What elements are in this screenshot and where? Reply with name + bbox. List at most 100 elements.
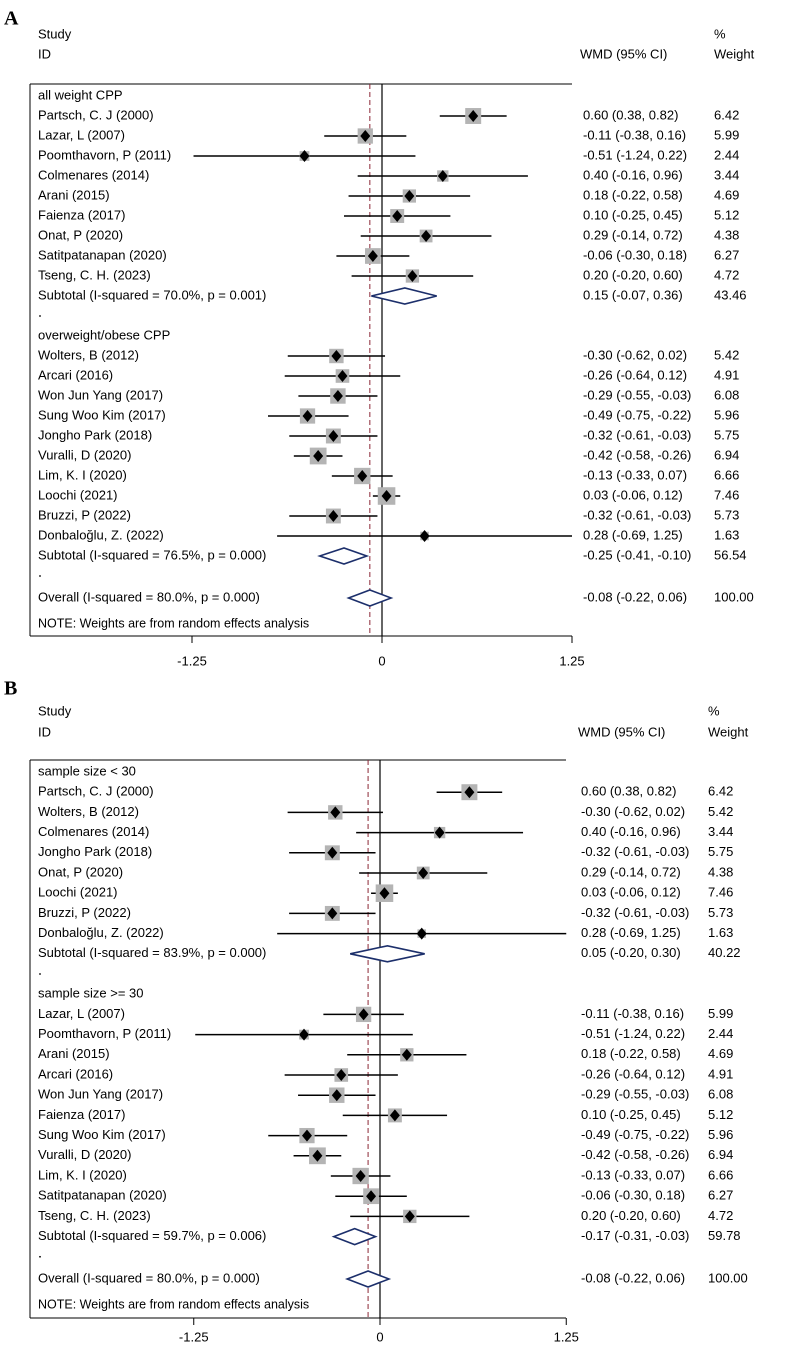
point-estimate (360, 130, 371, 142)
header-pct: % (714, 26, 726, 41)
point-estimate (328, 430, 339, 442)
study-name: Jongho Park (2018) (38, 844, 152, 859)
header-effect: WMD (95% CI) (578, 724, 665, 739)
effect-ci: -0.11 (-0.38, 0.16) (581, 1006, 684, 1021)
effect-ci: 0.40 (-0.16, 0.96) (583, 167, 683, 182)
x-tick-label: 0 (378, 653, 385, 668)
header-study: Study (38, 703, 72, 718)
subtotal-weight: 56.54 (714, 547, 747, 562)
effect-ci: -0.32 (-0.61, -0.03) (583, 427, 691, 442)
study-name: Faienza (2017) (38, 207, 125, 222)
point-estimate (437, 170, 448, 182)
effect-ci: -0.51 (-1.24, 0.22) (583, 147, 687, 162)
point-estimate (419, 530, 430, 542)
study-weight: 1.63 (708, 925, 733, 940)
effect-ci: -0.13 (-0.33, 0.07) (583, 467, 687, 482)
effect-ci: -0.51 (-1.24, 0.22) (581, 1026, 685, 1041)
study-weight: 2.44 (708, 1026, 733, 1041)
point-estimate (301, 1129, 312, 1142)
study-weight: 5.12 (708, 1107, 733, 1122)
effect-ci: 0.10 (-0.25, 0.45) (581, 1107, 681, 1122)
study-weight: 6.42 (708, 784, 733, 799)
subtotal-diamond (371, 287, 437, 305)
study-name: Wolters, B (2012) (38, 804, 139, 819)
study-name: Onat, P (2020) (38, 227, 123, 242)
group-label: sample size < 30 (38, 763, 136, 778)
spacer-dot (39, 315, 41, 317)
x-tick-label: 1.25 (554, 1329, 579, 1344)
point-estimate (381, 490, 392, 502)
study-name: Bruzzi, P (2022) (38, 507, 131, 522)
study-name: Partsch, C. J (2000) (38, 107, 154, 122)
study-weight: 4.69 (708, 1046, 733, 1061)
point-estimate (299, 1028, 310, 1041)
subtotal-weight: 59.78 (708, 1228, 741, 1243)
effect-ci: 0.18 (-0.22, 0.58) (583, 187, 683, 202)
header-effect: WMD (95% CI) (580, 46, 667, 61)
study-weight: 4.91 (708, 1066, 733, 1081)
study-weight: 6.08 (708, 1087, 733, 1102)
study-weight: 2.44 (714, 147, 739, 162)
study-name: Won Jun Yang (2017) (38, 1087, 163, 1102)
study-weight: 5.99 (714, 127, 739, 142)
study-name: Lazar, L (2007) (38, 1006, 125, 1021)
study-weight: 6.27 (714, 247, 739, 262)
effect-ci: -0.13 (-0.33, 0.07) (581, 1167, 685, 1182)
point-estimate (404, 1210, 415, 1223)
effect-ci: -0.42 (-0.58, -0.26) (583, 447, 691, 462)
study-weight: 6.94 (708, 1147, 733, 1162)
study-name: Sung Woo Kim (2017) (38, 407, 166, 422)
study-name: Arani (2015) (38, 187, 110, 202)
effect-ci: 0.29 (-0.14, 0.72) (581, 864, 681, 879)
effect-ci: 0.20 (-0.20, 0.60) (583, 267, 683, 282)
study-weight: 6.66 (708, 1167, 733, 1182)
spacer-dot (39, 973, 41, 975)
overall-weight: 100.00 (714, 589, 754, 604)
point-estimate (337, 370, 348, 382)
header-id: ID (38, 46, 51, 61)
study-name: Donbaloğlu, Z. (2022) (38, 925, 164, 940)
study-name: Satitpatanapan (2020) (38, 247, 167, 262)
study-name: Jongho Park (2018) (38, 427, 152, 442)
x-tick-label: -1.25 (177, 653, 207, 668)
spacer-dot (39, 575, 41, 577)
subtotal-diamond (317, 547, 370, 565)
header-id: ID (38, 724, 51, 739)
effect-ci: -0.32 (-0.61, -0.03) (581, 844, 689, 859)
point-estimate (331, 1089, 342, 1102)
effect-ci: 0.60 (0.38, 0.82) (583, 107, 678, 122)
study-name: Vuralli, D (2020) (38, 1147, 131, 1162)
study-name: Lim, K. I (2020) (38, 1167, 127, 1182)
overall-diamond (344, 1270, 392, 1288)
point-estimate (327, 846, 338, 859)
study-name: Donbaloğlu, Z. (2022) (38, 527, 164, 542)
effect-ci: 0.28 (-0.69, 1.25) (583, 527, 683, 542)
point-estimate (358, 1008, 369, 1021)
point-estimate (366, 1190, 377, 1203)
study-name: Vuralli, D (2020) (38, 447, 131, 462)
study-weight: 5.75 (714, 427, 739, 442)
x-tick-label: -1.25 (179, 1329, 209, 1344)
effect-ci: 0.10 (-0.25, 0.45) (583, 207, 683, 222)
study-name: Satitpatanapan (2020) (38, 1188, 167, 1203)
subtotal-label: Subtotal (I-squared = 70.0%, p = 0.001) (38, 287, 266, 302)
study-name: Faienza (2017) (38, 1107, 125, 1122)
study-weight: 5.42 (708, 804, 733, 819)
panel-label: B (4, 678, 17, 700)
subtotal-weight: 40.22 (708, 945, 741, 960)
study-weight: 4.38 (708, 864, 733, 879)
study-weight: 5.75 (708, 844, 733, 859)
overall-diamond (346, 589, 394, 607)
overall-ci: -0.08 (-0.22, 0.06) (583, 589, 687, 604)
panel-label: A (4, 8, 19, 30)
study-name: Arcari (2016) (38, 367, 113, 382)
study-weight: 5.42 (714, 347, 739, 362)
effect-ci: 0.40 (-0.16, 0.96) (581, 824, 681, 839)
point-estimate (367, 250, 378, 262)
effect-ci: 0.20 (-0.20, 0.60) (581, 1208, 681, 1223)
effect-ci: -0.29 (-0.55, -0.03) (583, 387, 691, 402)
subtotal-diamond (350, 944, 425, 963)
study-name: Colmenares (2014) (38, 167, 149, 182)
subtotal-ci: 0.05 (-0.20, 0.30) (581, 945, 681, 960)
effect-ci: -0.32 (-0.61, -0.03) (583, 507, 691, 522)
